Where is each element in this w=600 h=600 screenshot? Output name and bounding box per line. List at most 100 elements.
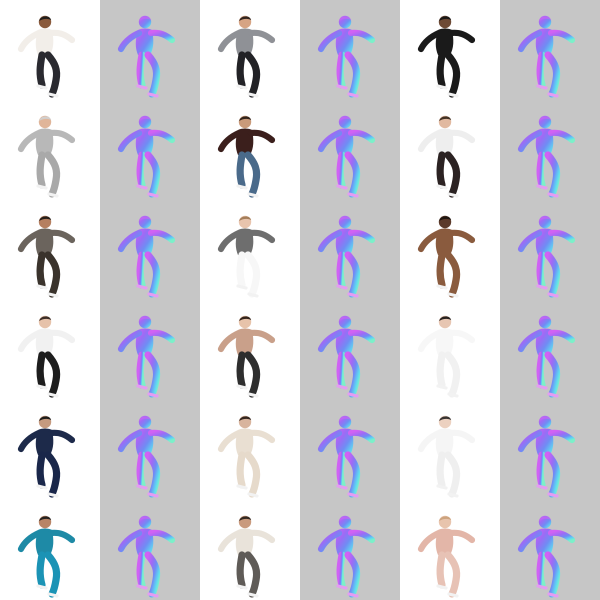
dancer-leg-left [236, 151, 246, 189]
dancer-arm-left [417, 329, 443, 353]
dancer-hair [539, 216, 552, 221]
dancer-foot-left [436, 84, 448, 90]
dancer-arm-left [317, 429, 343, 453]
dancer-hair [39, 216, 52, 221]
dancer-leg-left [536, 451, 546, 489]
dancer-arm-left [217, 229, 243, 253]
dancer-leg-left [36, 151, 46, 189]
dancer-leg-right [444, 451, 461, 498]
dancer-figure [317, 115, 376, 198]
dancer-foot-right [47, 392, 59, 398]
dancer-arm-right [247, 229, 276, 244]
dancer-figure [17, 215, 76, 298]
dancer-figure [117, 215, 176, 298]
dancer-leg-right [444, 351, 461, 398]
dancer-foot-left [136, 384, 148, 390]
photo-cell [400, 100, 500, 200]
dancer-hair [439, 116, 452, 121]
photo-cell [400, 300, 500, 400]
dancer-hair [439, 516, 452, 521]
dancer-leg-left [136, 151, 146, 189]
dancer-foot-right [347, 592, 359, 598]
dancer-leg-left [236, 251, 246, 289]
dancer-foot-right [47, 592, 59, 598]
dancer-leg-right [544, 251, 561, 298]
dancer-hair [39, 16, 52, 21]
dancer-leg-left [236, 51, 246, 89]
dancer-arm-right [247, 429, 276, 444]
dancer-arm-left [517, 329, 543, 353]
dancer-arm-right [347, 129, 376, 144]
dancer-foot-left [136, 184, 148, 190]
dancer-foot-right [147, 192, 159, 198]
normal-map-cell [100, 0, 200, 100]
dancer-foot-left [336, 284, 348, 290]
dancer-foot-right [447, 92, 459, 98]
dancer-foot-left [236, 584, 248, 590]
dancer-leg-right [144, 51, 161, 98]
dancer-figure [117, 515, 176, 598]
dancer-leg-right [344, 51, 361, 98]
normal-map-cell [500, 400, 600, 500]
dancer-figure [417, 415, 476, 498]
dancer-foot-left [36, 84, 48, 90]
dancer-arm-right [47, 229, 76, 244]
normal-map-cell [300, 200, 400, 300]
dancer-leg-left [536, 251, 546, 289]
photo-cell [200, 100, 300, 200]
dancer-arm-right [247, 529, 276, 544]
dancer-hair [339, 116, 352, 121]
dancer-foot-right [247, 192, 259, 198]
dancer-arm-right [547, 129, 576, 144]
dancer-foot-left [236, 184, 248, 190]
dancer-arm-right [347, 429, 376, 444]
normal-map-cell [100, 200, 200, 300]
dancer-arm-left [317, 529, 343, 553]
dancer-leg-left [436, 351, 446, 389]
dancer-figure [317, 215, 376, 298]
dancer-hair [439, 216, 452, 221]
dancer-leg-left [336, 551, 346, 589]
dancer-foot-left [436, 384, 448, 390]
dancer-leg-right [244, 351, 261, 398]
dancer-arm-left [317, 329, 343, 353]
dancer-arm-left [117, 529, 143, 553]
dancer-figure [217, 215, 276, 298]
dancer-leg-left [36, 451, 46, 489]
normal-map-cell [300, 100, 400, 200]
dancer-arm-right [547, 529, 576, 544]
dancer-foot-left [36, 184, 48, 190]
dancer-leg-left [36, 251, 46, 289]
dancer-leg-right [44, 451, 61, 498]
dancer-leg-left [136, 451, 146, 489]
dancer-leg-right [44, 151, 61, 198]
dancer-foot-left [236, 284, 248, 290]
dancer-arm-left [317, 29, 343, 53]
dancer-arm-right [347, 529, 376, 544]
dancer-leg-right [544, 151, 561, 198]
dancer-leg-left [336, 451, 346, 489]
dancer-figure [517, 115, 576, 198]
dancer-arm-right [147, 229, 176, 244]
dancer-foot-left [436, 184, 448, 190]
dancer-arm-left [117, 329, 143, 353]
dancer-hair [239, 16, 252, 21]
dancer-leg-right [444, 551, 461, 598]
dancer-foot-right [347, 292, 359, 298]
dancer-foot-left [236, 484, 248, 490]
normal-map-cell [500, 0, 600, 100]
dancer-foot-right [347, 492, 359, 498]
dancer-hair [39, 416, 52, 421]
photo-cell [0, 200, 100, 300]
normal-map-cell [100, 300, 200, 400]
dancer-foot-right [447, 392, 459, 398]
photo-cell [400, 200, 500, 300]
dancer-arm-right [247, 29, 276, 44]
dancer-arm-right [447, 429, 476, 444]
dancer-arm-left [517, 29, 543, 53]
dancer-hair [139, 416, 152, 421]
dancer-arm-right [347, 229, 376, 244]
dancer-arm-left [517, 429, 543, 453]
normal-map-cell [300, 400, 400, 500]
dancer-arm-left [17, 429, 43, 453]
